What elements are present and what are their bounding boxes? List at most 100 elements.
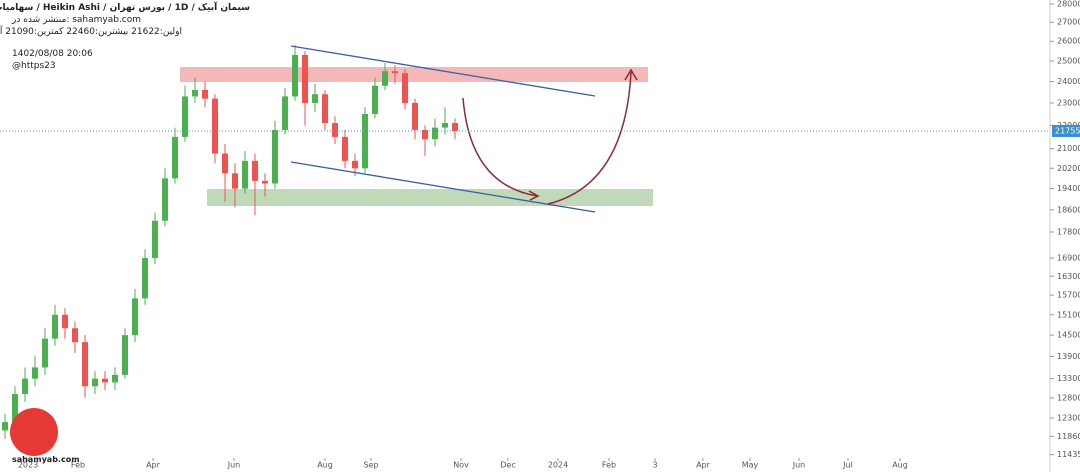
candle-body <box>2 422 8 431</box>
y-tick-label: 17800 <box>1057 227 1080 236</box>
candle-body <box>282 96 288 130</box>
y-tick-label: 24000 <box>1057 77 1080 86</box>
y-tick-label: 15100 <box>1057 310 1080 319</box>
y-tick-label: 23000 <box>1057 98 1080 107</box>
y-tick-label: 16300 <box>1057 272 1080 281</box>
y-tick-label: 13300 <box>1057 374 1080 383</box>
candle-body <box>352 160 358 169</box>
y-tick-label: 16900 <box>1057 254 1080 263</box>
x-tick-label: May <box>742 461 759 470</box>
header-published: منتشر شده در: sahamyab.com <box>12 15 142 25</box>
candle-body <box>102 378 108 383</box>
candle-body <box>122 335 128 375</box>
candle-body <box>452 123 458 131</box>
x-tick-label: 2024 <box>548 461 568 470</box>
x-tick-label: 2023 <box>18 461 38 470</box>
candle-body <box>252 160 258 181</box>
y-tick-label: 12800 <box>1057 393 1080 402</box>
x-tick-label: Jun <box>792 461 806 470</box>
candle-body <box>132 298 138 336</box>
candle-body <box>42 338 48 368</box>
resistance-zone <box>180 67 648 82</box>
header-date: 1402/08/08 20:06 <box>12 49 93 59</box>
y-tick-label: 20200 <box>1057 164 1080 173</box>
candle-body <box>142 258 148 299</box>
candle-body <box>382 71 388 86</box>
y-tick-label: 25000 <box>1057 56 1080 65</box>
candle-body <box>32 367 38 379</box>
x-tick-label: Jun <box>227 461 241 470</box>
header-stats: اولین:21622 بیشترین:22460 کمترین:21090 آ… <box>0 27 182 37</box>
x-tick-label: Sep <box>363 461 378 470</box>
candle-body <box>212 98 218 154</box>
candle-body <box>72 328 78 343</box>
y-tick-label: 11435 <box>1057 450 1080 459</box>
y-tick-label: 27000 <box>1057 18 1080 27</box>
candle-body <box>302 54 308 103</box>
candle-body <box>312 94 318 103</box>
candle-body <box>112 374 118 383</box>
candle-body <box>182 96 188 137</box>
candle-body <box>322 94 328 124</box>
candle-body <box>362 114 368 169</box>
y-tick-label: 14500 <box>1057 331 1080 340</box>
y-tick-label: 13900 <box>1057 352 1080 361</box>
candle-body <box>232 173 238 189</box>
y-tick-label: 28000 <box>1057 0 1080 8</box>
candle-body <box>412 102 418 130</box>
price-badge-label: 21755 <box>1055 126 1080 135</box>
support-zone <box>207 189 653 206</box>
x-tick-label: Aug <box>892 461 908 470</box>
candle-body <box>292 54 298 97</box>
price-badge <box>1052 124 1080 137</box>
candle-body <box>152 220 158 259</box>
candle-body <box>342 136 348 161</box>
candle-body <box>272 129 278 184</box>
candle-body <box>392 71 398 74</box>
arrow-head <box>528 190 540 201</box>
arrow-head <box>624 68 638 81</box>
candle-body <box>442 123 448 128</box>
arrow-curve <box>462 97 538 197</box>
candle-body <box>402 73 408 103</box>
x-tick-label: Nov <box>453 461 469 470</box>
y-tick-label: 21000 <box>1057 144 1080 153</box>
y-tick-label: 12300 <box>1057 413 1080 422</box>
x-tick-label: Feb <box>602 461 616 470</box>
candle-body <box>422 129 428 140</box>
logo-text: sahamyab.com <box>12 455 80 464</box>
trend-line <box>290 161 596 213</box>
candle-body <box>192 89 198 97</box>
x-tick-label: Dec <box>500 461 515 470</box>
candle-body <box>12 394 18 423</box>
x-tick-label: Apr <box>696 461 711 470</box>
candle-body <box>202 89 208 99</box>
candle-body <box>92 378 98 387</box>
y-tick-label: 15700 <box>1057 291 1080 300</box>
logo-badge <box>10 408 58 456</box>
y-tick-label: 11860 <box>1057 432 1080 441</box>
candle-body <box>372 85 378 115</box>
candle-body <box>332 123 338 137</box>
x-tick-label: Apr <box>146 461 161 470</box>
x-tick-label: 3 <box>652 461 657 470</box>
header-title: سیمان آبیک / 1D / بورس تهران / Heikin As… <box>0 3 250 13</box>
candle-body <box>162 178 168 221</box>
candle-body <box>22 378 28 395</box>
candle-body <box>82 342 88 387</box>
y-tick-label: 19400 <box>1057 184 1080 193</box>
x-tick-label: Feb <box>71 461 85 470</box>
candle-body <box>52 314 58 339</box>
header-author: @https23 <box>12 61 56 71</box>
arrow-curve <box>547 71 632 205</box>
candle-body <box>242 160 248 189</box>
candle-body <box>222 153 228 174</box>
y-tick-label: 26000 <box>1057 37 1080 46</box>
candle-body <box>172 136 178 179</box>
x-tick-label: Aug <box>317 461 333 470</box>
candle-body <box>62 314 68 329</box>
trend-line <box>290 45 596 97</box>
y-tick-label: 18600 <box>1057 205 1080 214</box>
candle-body <box>432 127 438 140</box>
